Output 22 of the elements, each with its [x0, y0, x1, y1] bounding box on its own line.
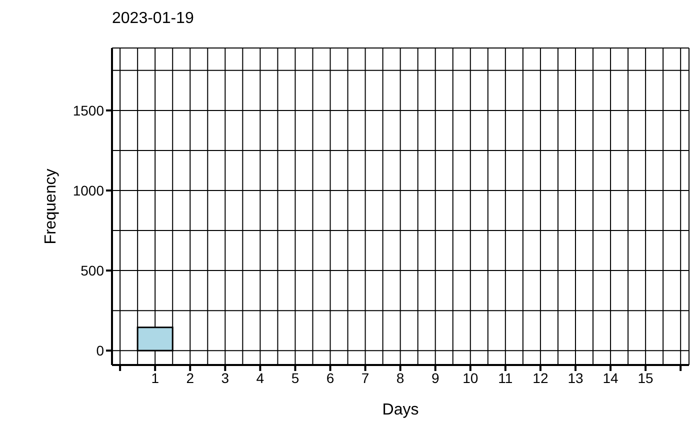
x-tick-label: 8 — [396, 370, 404, 386]
x-axis-title: Days — [382, 401, 419, 418]
x-tick-label: 3 — [221, 370, 230, 386]
x-tick-label: 11 — [498, 370, 513, 386]
chart-title: 2023-01-19 — [112, 10, 194, 28]
x-tick-label: 9 — [431, 370, 440, 386]
x-tick-label: 2 — [186, 370, 194, 386]
x-tick-label: 12 — [532, 370, 548, 386]
x-tick-label: 5 — [291, 370, 300, 386]
x-tick-label: 1 — [151, 370, 160, 386]
x-tick-label: 6 — [326, 370, 334, 386]
y-tick-label: 1500 — [72, 102, 104, 118]
x-tick-label: 7 — [361, 370, 370, 386]
x-tick-label: 15 — [638, 370, 654, 386]
x-tick-label: 4 — [256, 370, 264, 386]
y-tick-label: 1000 — [72, 182, 104, 198]
x-tick-label: 13 — [568, 370, 584, 386]
y-tick-label: 0 — [96, 342, 104, 359]
y-axis-title: Frequency — [42, 168, 60, 244]
x-tick-label: 10 — [462, 370, 478, 386]
x-tick-label: 14 — [602, 370, 619, 386]
y-tick-label: 500 — [80, 262, 104, 279]
